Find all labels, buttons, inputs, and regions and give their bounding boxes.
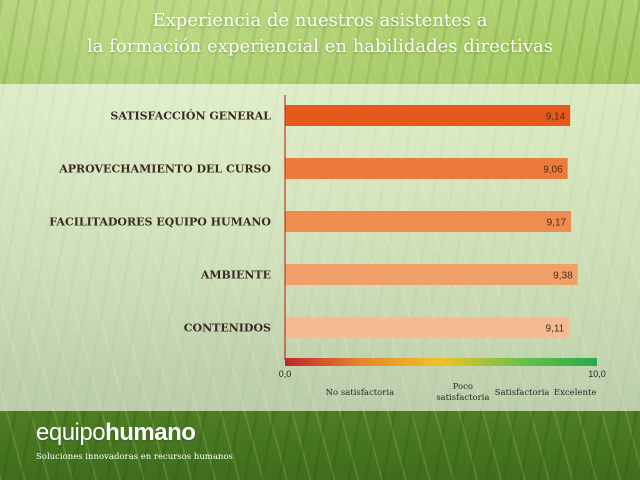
chart-panel <box>0 84 640 411</box>
category-label: CONTENIDOS <box>184 322 271 335</box>
category-label: FACILITADORES EQUIPO HUMANO <box>49 216 271 229</box>
bar <box>285 211 572 232</box>
category-label: AMBIENTE <box>200 269 271 282</box>
bar <box>285 317 570 338</box>
value-label: 9,11 <box>545 324 564 335</box>
brand-name-light: equipo <box>36 419 106 446</box>
scale-label: No satisfactoria <box>326 388 395 398</box>
chart-title-line-1: Experiencia de nuestros asistentes a <box>152 10 488 31</box>
category-label: APROVECHAMIENTO DEL CURSO <box>58 163 271 176</box>
scale-label: Satisfactoria <box>495 388 550 398</box>
scale-label: Poco satisfactoria <box>436 382 489 403</box>
bar <box>285 264 578 285</box>
category-label: SATISFACCIÓN GENERAL <box>110 109 271 123</box>
chart-title: Experiencia de nuestros asistentes a la … <box>0 8 640 60</box>
brand-tagline: Soluciones innovadoras en recursos human… <box>36 452 233 462</box>
bar <box>285 158 568 179</box>
bar <box>285 105 571 126</box>
x-tick-label: 0,0 <box>279 369 292 379</box>
scale-label: Excelente <box>554 388 596 398</box>
brand-logo: equipohumano <box>36 419 196 447</box>
scale-bar <box>285 358 597 366</box>
value-label: 9,17 <box>547 218 567 229</box>
x-tick-label: 10,0 <box>588 369 606 379</box>
value-label: 9,06 <box>543 165 563 176</box>
value-label: 9,14 <box>546 112 566 123</box>
chart-title-line-2: la formación experiencial en habilidades… <box>87 36 553 57</box>
brand-name-bold: humano <box>105 419 196 446</box>
value-label: 9,38 <box>553 271 573 282</box>
